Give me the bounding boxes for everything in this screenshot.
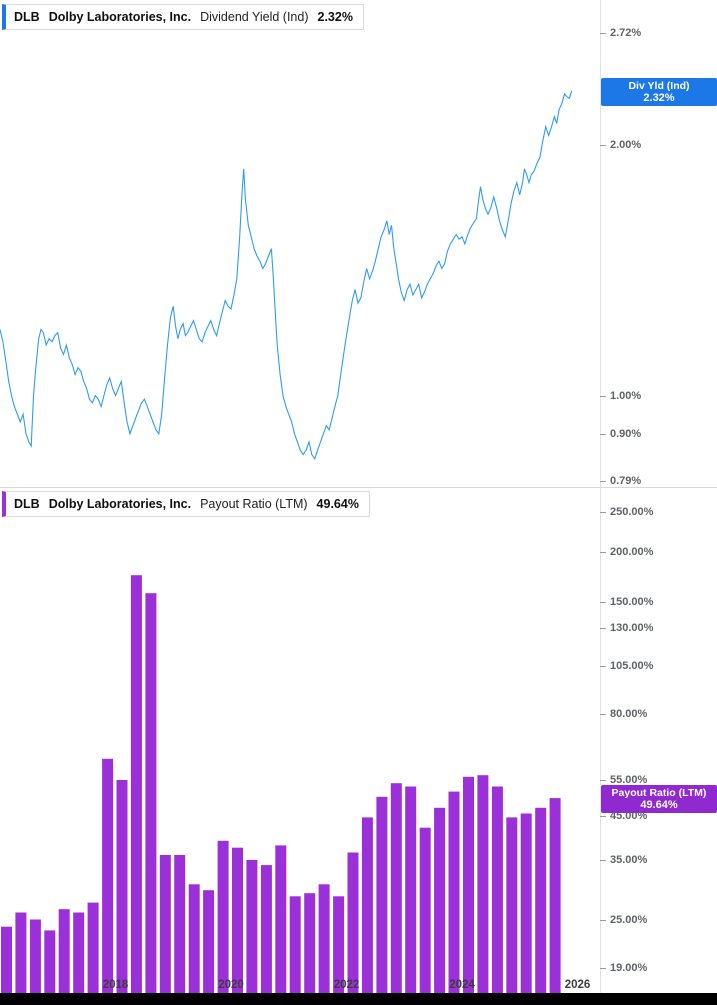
payout-ratio-bar[interactable] — [145, 593, 157, 993]
y-axis-tick-label: 150.00% — [610, 596, 654, 609]
y-axis-tick — [600, 512, 606, 513]
payout-ratio-bar[interactable] — [1, 926, 12, 993]
payout-ratio-bar[interactable] — [361, 817, 373, 993]
ticker-label: DLB — [14, 10, 40, 24]
payout-ratio-bar[interactable] — [318, 884, 330, 993]
payout-ratio-bar[interactable] — [434, 807, 446, 993]
ticker-label: DLB — [14, 497, 40, 511]
y-axis-tick — [600, 433, 606, 435]
payout-ratio-bar[interactable] — [506, 817, 518, 993]
x-axis-year-label: 2022 — [333, 979, 360, 991]
y-axis-tick-label: 2.72% — [610, 27, 642, 40]
payout-ratio-bar[interactable] — [260, 865, 272, 993]
y-axis-tick — [600, 144, 606, 146]
payout-ratio-bar[interactable] — [347, 852, 359, 994]
badge-value: 2.32% — [643, 91, 675, 104]
payout-ratio-bar[interactable] — [116, 780, 128, 993]
payout-ratio-bar[interactable] — [448, 791, 460, 993]
y-axis-tick — [600, 859, 606, 861]
x-axis-year-label: 2026 — [564, 979, 591, 991]
payout-ratio-bar[interactable] — [289, 896, 301, 993]
payout-ratio-bar[interactable] — [217, 840, 229, 993]
y-axis-tick-label: 35.00% — [610, 853, 648, 866]
y-axis-tick-label: 80.00% — [610, 707, 648, 720]
payout-ratio-axis-badge: Payout Ratio (LTM) 49.64% — [601, 785, 717, 814]
y-axis-tick-label: 55.00% — [610, 774, 648, 786]
y-axis-tick-label: 250.00% — [610, 506, 654, 518]
y-axis-tick-label: 2.00% — [610, 138, 642, 151]
payout-ratio-bar[interactable] — [333, 896, 345, 993]
payout-ratio-bar[interactable] — [130, 575, 142, 993]
y-axis-tick — [600, 780, 606, 781]
payout-ratio-bar[interactable] — [520, 813, 532, 994]
payout-ratio-bar[interactable] — [58, 909, 70, 993]
metric-value: 49.64% — [316, 497, 359, 511]
badge-value: 49.64% — [640, 799, 678, 812]
y-axis-tick-label: 25.00% — [610, 913, 648, 926]
x-axis-year-label: 2020 — [218, 979, 244, 991]
payout-ratio-bar[interactable] — [15, 912, 27, 994]
payout-ratio-bar[interactable] — [203, 890, 215, 993]
y-axis-tick — [600, 665, 606, 667]
payout-ratio-bar[interactable] — [419, 827, 431, 993]
payout-ratio-bar[interactable] — [376, 796, 388, 993]
y-axis-tick-label: 0.79% — [610, 475, 642, 487]
y-axis-tick-label: 200.00% — [610, 545, 654, 558]
payout-ratio-bar[interactable] — [246, 859, 258, 993]
y-axis-tick-label: 105.00% — [610, 659, 654, 672]
y-axis-tick-label: 0.90% — [610, 427, 642, 440]
y-axis-tick — [600, 551, 606, 553]
payout-ratio-bar[interactable] — [405, 786, 417, 994]
dividend-yield-line — [0, 90, 573, 461]
payout-ratio-bar[interactable] — [463, 776, 474, 993]
payout-ratio-bar[interactable] — [159, 855, 171, 993]
payout-ratio-bar[interactable] — [73, 912, 85, 994]
x-axis-year-label: 2018 — [102, 979, 129, 991]
panel-divider — [0, 487, 717, 488]
payout-ratio-bar[interactable] — [29, 919, 41, 994]
x-axis-year-label: 2024 — [449, 979, 475, 991]
y-axis-tick — [600, 33, 606, 35]
payout-ratio-bar[interactable] — [549, 798, 561, 993]
y-axis-tick — [600, 713, 606, 715]
payout-ratio-legend: DLB Dolby Laboratories, Inc. Payout Rati… — [2, 491, 370, 517]
y-axis-tick — [600, 815, 606, 817]
metric-name: Payout Ratio (LTM) — [200, 497, 308, 511]
badge-title: Payout Ratio (LTM) — [611, 787, 707, 800]
payout-ratio-bar[interactable] — [102, 758, 114, 993]
y-axis-tick-label: 1.00% — [610, 389, 642, 402]
dividend-yield-line-chart[interactable] — [0, 0, 600, 487]
payout-ratio-bar[interactable] — [174, 855, 186, 993]
badge-title: Div Yld (Ind) — [628, 79, 690, 92]
payout-ratio-bar[interactable] — [477, 775, 489, 993]
y-axis-tick — [600, 602, 606, 604]
dividend-yield-axis-badge: Div Yld (Ind) 2.32% — [601, 77, 717, 106]
company-name: Dolby Laboratories, Inc. — [48, 497, 192, 511]
y-axis-separator — [600, 0, 601, 993]
metric-name: Dividend Yield (Ind) — [200, 10, 309, 24]
payout-ratio-bar[interactable] — [87, 902, 99, 993]
payout-ratio-bar[interactable] — [390, 783, 402, 993]
y-axis-tick — [600, 968, 606, 969]
y-axis-tick — [600, 395, 606, 397]
y-axis-tick — [600, 627, 606, 629]
payout-ratio-bar[interactable] — [304, 893, 316, 993]
bottom-toolbar-strip — [0, 993, 717, 1005]
metric-value: 2.32% — [317, 10, 353, 24]
y-axis-tick-label: 130.00% — [610, 621, 654, 634]
payout-ratio-bar[interactable] — [232, 847, 243, 993]
y-axis-tick-label: 19.00% — [610, 962, 648, 974]
y-axis-tick — [600, 919, 606, 921]
dividend-yield-legend: DLB Dolby Laboratories, Inc. Dividend Yi… — [2, 4, 364, 30]
y-axis-tick — [600, 481, 606, 482]
payout-ratio-bar[interactable] — [535, 807, 547, 993]
payout-ratio-bar[interactable] — [188, 884, 200, 993]
payout-ratio-bar-chart[interactable] — [0, 487, 600, 993]
payout-ratio-bar[interactable] — [275, 845, 287, 993]
payout-ratio-bar[interactable] — [491, 786, 503, 994]
company-name: Dolby Laboratories, Inc. — [48, 10, 192, 24]
payout-ratio-bar[interactable] — [44, 930, 56, 993]
